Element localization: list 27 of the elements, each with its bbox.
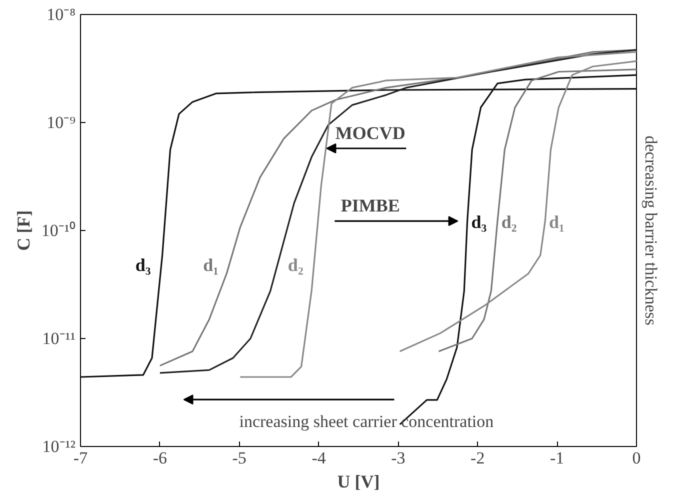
y-tick-label: 10⁻⁹ <box>46 113 76 132</box>
series-label: d₃ <box>471 212 488 232</box>
series-label: d₂ <box>288 255 304 276</box>
text: decreasing barrier thickness <box>642 136 660 326</box>
y-axis-title: C [F] <box>13 210 34 251</box>
x-tick-label: -7 <box>73 448 88 468</box>
x-tick-label: 0 <box>632 448 641 468</box>
x-tick-label: -5 <box>232 448 246 468</box>
y-tick-label: 10⁻¹⁰ <box>41 221 76 240</box>
x-tick-label: -3 <box>391 448 406 468</box>
y-tick-label: 10⁻¹² <box>42 437 76 456</box>
series-label: d₃ <box>135 255 152 276</box>
line-series <box>239 51 636 378</box>
x-tick-label: -1 <box>550 448 564 468</box>
series-label: d₁ <box>203 255 219 276</box>
x-tick-label: -6 <box>152 448 168 468</box>
annotation: increasing sheet carrier concentration <box>239 412 494 432</box>
annotation: MOCVD <box>335 122 406 143</box>
annotation: PIMBE <box>340 196 400 216</box>
x-axis-title: U [V] <box>337 472 380 492</box>
x-tick-label: -2 <box>470 448 485 468</box>
x-tick-label: -4 <box>312 448 326 468</box>
y-tick-label: 10⁻⁸ <box>46 5 76 24</box>
line-series <box>438 68 636 352</box>
series-label: d₂ <box>501 212 517 232</box>
y-tick-label: 10⁻¹¹ <box>42 329 76 348</box>
series-label: d₁ <box>549 212 564 232</box>
